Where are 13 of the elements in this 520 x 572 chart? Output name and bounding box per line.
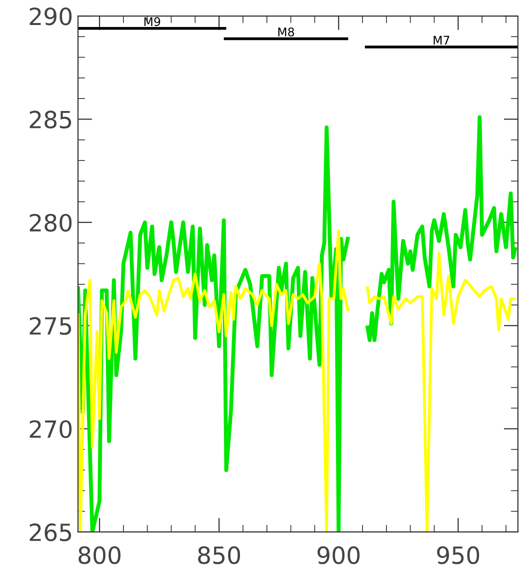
series-label: M7 xyxy=(434,36,450,45)
y-tick-label: 280 xyxy=(30,214,72,232)
y-tick-label: 275 xyxy=(30,317,72,335)
y-tick-label: 285 xyxy=(30,110,72,129)
series-label: M9 xyxy=(144,17,160,26)
x-tick-label: 900 xyxy=(318,546,360,564)
x-tick-label: 800 xyxy=(78,546,120,564)
x-tick-label: 950 xyxy=(437,546,480,564)
x-tick-label: 850 xyxy=(198,546,240,564)
y-tick-label: 265 xyxy=(30,523,72,542)
y-tick-label: 270 xyxy=(30,420,72,438)
y-tick-label: 290 xyxy=(30,7,72,26)
series-label: M8 xyxy=(278,28,294,36)
